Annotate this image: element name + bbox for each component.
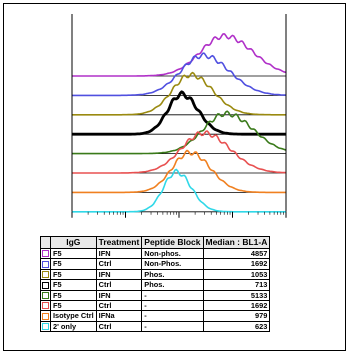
legend-cell-igg: F5 bbox=[50, 299, 97, 312]
legend-header-median: Median : BL1-A bbox=[202, 236, 271, 249]
legend-swatch bbox=[42, 323, 49, 331]
figure-frame: IgG Treatment Peptide Block Median : BL1… bbox=[3, 3, 346, 351]
histogram-curve bbox=[71, 90, 287, 136]
legend-cell-peptide-block: Non-Phos. bbox=[141, 258, 204, 270]
legend-row: F5 Ctrl -1692 bbox=[40, 299, 271, 312]
legend-cell-treatment: IFNa bbox=[95, 310, 143, 322]
legend-row: 2' only Ctrl -623 bbox=[40, 320, 271, 333]
histogram-curve bbox=[72, 33, 287, 77]
legend-row: F5 IFN -5133 bbox=[40, 289, 271, 301]
legend-header-swatch bbox=[40, 236, 51, 249]
legend-swatch bbox=[42, 260, 49, 268]
legend-swatch bbox=[42, 292, 49, 300]
legend-swatch-cell bbox=[40, 258, 51, 270]
legend-cell-igg: F5 bbox=[50, 289, 97, 301]
legend-row: F5 IFN Phos. 1053 bbox=[40, 268, 271, 281]
legend-cell-treatment: Ctrl bbox=[95, 320, 143, 333]
legend-cell-median: 623 bbox=[202, 320, 271, 333]
legend-cell-igg: Isotype Ctrl bbox=[50, 310, 97, 322]
legend-header-treatment: Treatment bbox=[95, 236, 143, 249]
legend-cell-treatment: Ctrl bbox=[95, 279, 143, 291]
legend-cell-peptide-block: Phos. bbox=[141, 279, 204, 291]
histogram-curve bbox=[72, 71, 286, 116]
legend-cell-peptide-block: Non-phos. bbox=[141, 247, 204, 260]
legend-header-peptide-block: Peptide Block bbox=[141, 236, 204, 249]
legend-swatch bbox=[42, 281, 49, 289]
legend-cell-median: 1692 bbox=[202, 258, 271, 270]
legend-cell-median: 4857 bbox=[202, 247, 271, 260]
legend-cell-treatment: IFN bbox=[95, 289, 143, 301]
legend-cell-peptide-block: - bbox=[141, 320, 204, 333]
legend-swatch-cell bbox=[40, 289, 51, 301]
legend-cell-median: 1692 bbox=[202, 299, 271, 312]
legend-cell-treatment: Ctrl bbox=[95, 258, 143, 270]
legend-swatch-cell bbox=[40, 299, 51, 312]
legend-cell-igg: 2' only bbox=[50, 320, 97, 333]
legend-cell-peptide-block: - bbox=[141, 310, 204, 322]
histogram-curve bbox=[72, 168, 286, 213]
histogram-curve bbox=[72, 149, 286, 194]
legend-cell-peptide-block: - bbox=[141, 299, 204, 312]
legend-cell-median: 1053 bbox=[202, 268, 271, 281]
legend-row: Isotype Ctrl IFNa -979 bbox=[40, 310, 271, 322]
legend-cell-igg: F5 bbox=[50, 258, 97, 270]
histogram-curve bbox=[72, 110, 287, 155]
legend-cell-median: 5133 bbox=[202, 289, 271, 301]
legend-swatch-cell bbox=[40, 268, 51, 281]
legend-swatch-cell bbox=[40, 279, 51, 291]
legend-cell-treatment: IFN bbox=[95, 268, 143, 281]
legend-cell-peptide-block: - bbox=[141, 289, 204, 301]
legend-cell-treatment: Ctrl bbox=[95, 299, 143, 312]
legend-table: IgG Treatment Peptide Block Median : BL1… bbox=[40, 236, 271, 333]
legend-header-row: IgG Treatment Peptide Block Median : BL1… bbox=[40, 236, 271, 249]
legend-cell-treatment: IFN bbox=[95, 247, 143, 260]
legend-cell-median: 713 bbox=[202, 279, 271, 291]
legend-swatch bbox=[42, 302, 49, 310]
legend-cell-peptide-block: Phos. bbox=[141, 268, 204, 281]
histogram-curve bbox=[72, 130, 287, 174]
legend-cell-median: 979 bbox=[202, 310, 271, 322]
legend-swatch bbox=[42, 250, 49, 258]
legend-swatch-cell bbox=[40, 310, 51, 322]
legend-row: F5 IFN Non-phos. 4857 bbox=[40, 247, 271, 260]
histogram-curve bbox=[72, 52, 286, 97]
legend-cell-igg: F5 bbox=[50, 279, 97, 291]
legend-header-igg: IgG bbox=[50, 236, 97, 249]
legend-swatch bbox=[42, 271, 49, 279]
legend-swatch-cell bbox=[40, 320, 51, 333]
legend-cell-igg: F5 bbox=[50, 247, 97, 260]
legend-row: F5 Ctrl Non-Phos. 1692 bbox=[40, 258, 271, 270]
legend-row: F5 Ctrl Phos. 713 bbox=[40, 279, 271, 291]
legend-cell-igg: F5 bbox=[50, 268, 97, 281]
legend-swatch-cell bbox=[40, 247, 51, 260]
histogram-overlay-plot bbox=[71, 14, 287, 218]
legend-swatch bbox=[42, 312, 49, 320]
